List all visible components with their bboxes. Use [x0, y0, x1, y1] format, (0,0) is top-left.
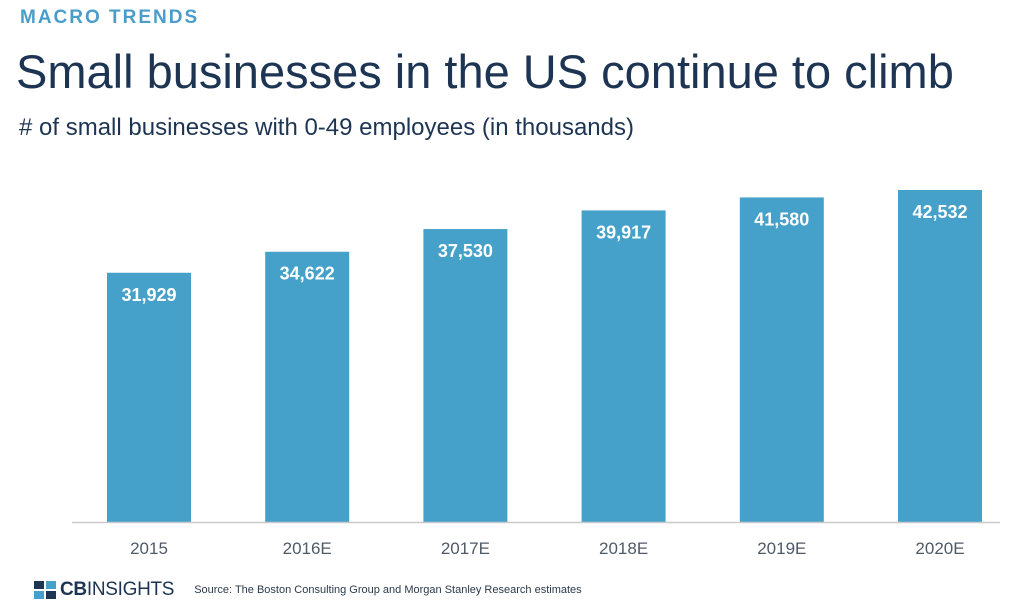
x-tick-label: 2019E [757, 539, 806, 558]
bar-value-label: 37,530 [438, 241, 493, 261]
page-title: Small businesses in the US continue to c… [16, 45, 954, 98]
bar-2017E [423, 229, 508, 522]
x-tick-label: 2018E [599, 539, 648, 558]
x-tick-label: 2016E [283, 539, 332, 558]
bar-2015 [107, 272, 191, 522]
source-note: Source: The Boston Consulting Group and … [194, 584, 582, 596]
cb-logo-icon [34, 581, 56, 599]
bar-value-label: 39,917 [596, 222, 651, 242]
bar-chart: 31,929 2015 34,622 2016E 37,530 2017E 39,917 20… [72, 190, 1000, 558]
logo-bold: CB [60, 579, 87, 600]
bar-2018E [581, 210, 666, 522]
footer: CBINSIGHTS Source: The Boston Consulting… [34, 578, 582, 602]
x-tick-label: 2015 [130, 539, 168, 558]
bar-value-label: 42,532 [912, 202, 967, 222]
chart-subtitle: # of small businesses with 0-49 employee… [19, 114, 634, 141]
eyebrow-label: MACRO TRENDS [20, 7, 200, 28]
logo-rest: INSIGHTS [86, 579, 175, 600]
bar-2016E [265, 251, 350, 522]
bar-2020E [898, 190, 982, 522]
bar-value-label: 31,929 [121, 285, 176, 305]
bar-2019E [739, 197, 824, 522]
cb-insights-logo: CBINSIGHTS [34, 579, 174, 601]
bar-value-label: 41,580 [754, 209, 809, 229]
x-tick-label: 2020E [915, 539, 964, 558]
logo-wordmark: CBINSIGHTS [60, 579, 174, 601]
bar-value-label: 34,622 [280, 264, 335, 284]
x-tick-label: 2017E [441, 539, 490, 558]
